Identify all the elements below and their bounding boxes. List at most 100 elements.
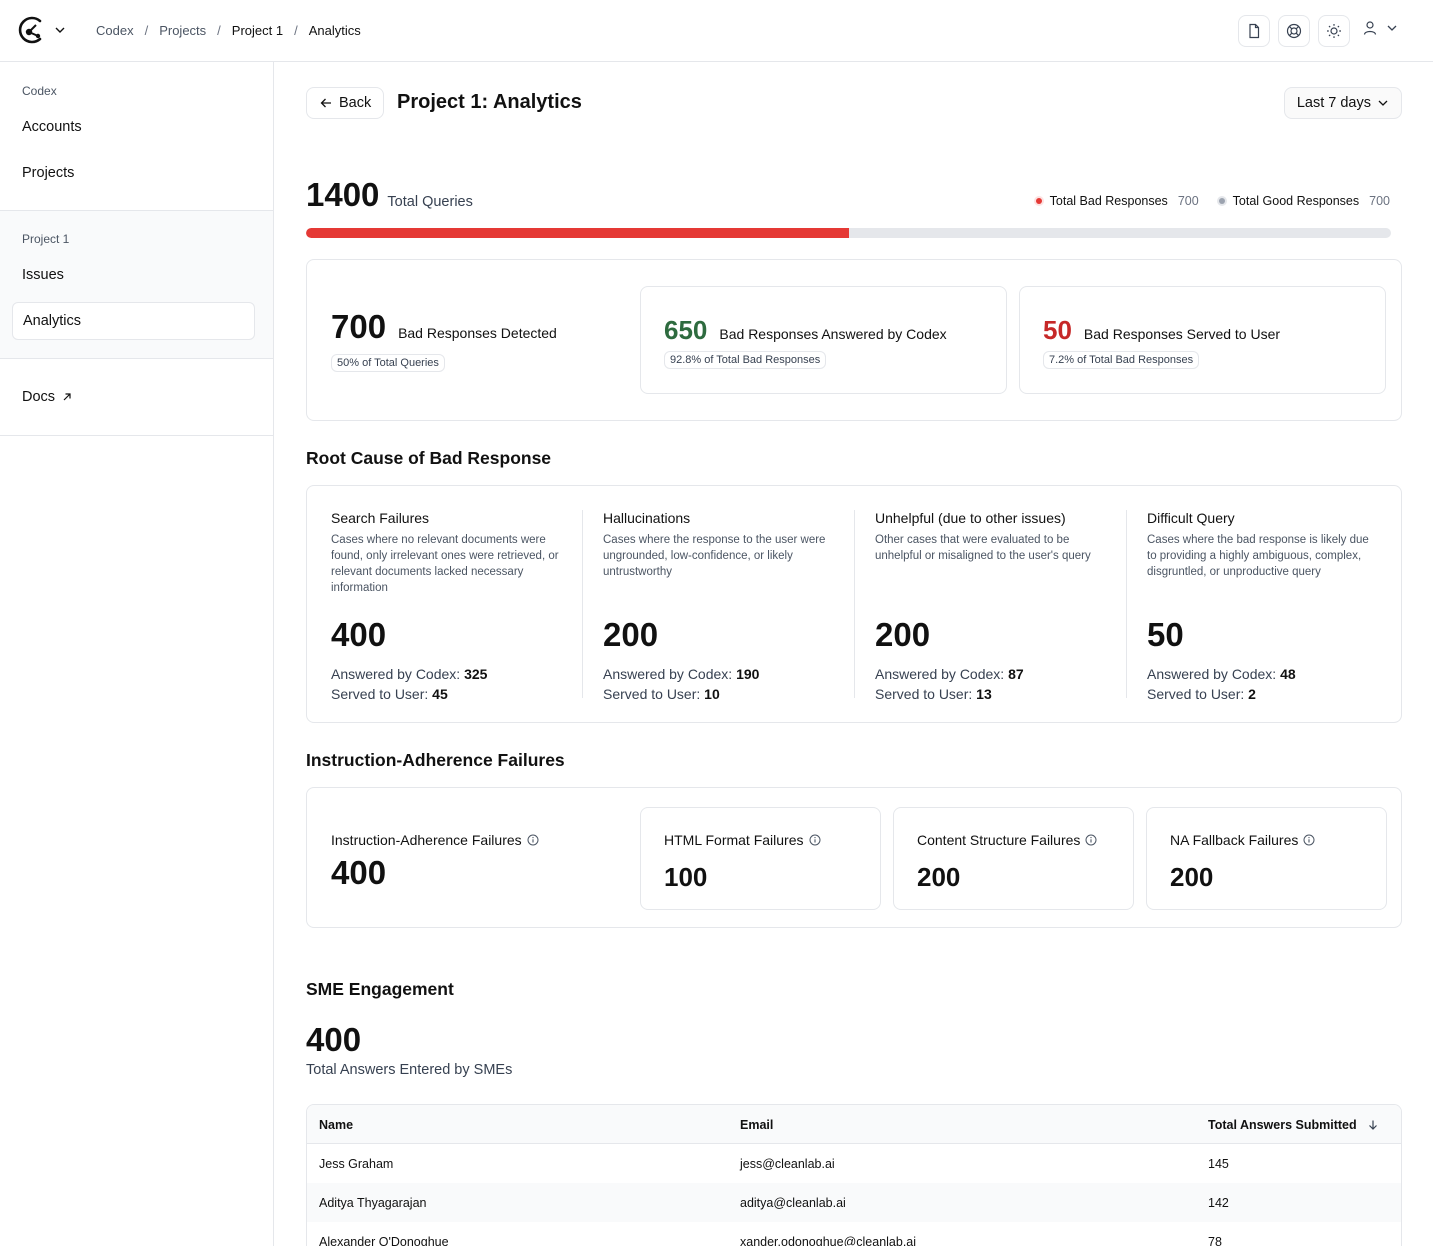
served-metric: 50 Bad Responses Served to User (1043, 315, 1280, 346)
table-row[interactable]: Aditya Thyagarajan aditya@cleanlab.ai 14… (307, 1183, 1401, 1222)
served-label: Bad Responses Served to User (1083, 326, 1281, 342)
root-cause-difficult-query: Difficult Query Cases where the bad resp… (1147, 510, 1377, 704)
column-header-total[interactable]: Total Answers Submitted (1208, 1105, 1379, 1144)
docs-button[interactable] (1238, 15, 1270, 47)
answered-count: 87 (1008, 666, 1024, 682)
breadcrumb-analytics: Analytics (308, 23, 361, 38)
cell-name: Aditya Thyagarajan (319, 1195, 427, 1210)
logo-icon[interactable] (16, 14, 48, 46)
root-cause-count: 50 (1147, 616, 1184, 653)
sme-engagement-title: SME Engagement (306, 979, 454, 999)
breadcrumb-project[interactable]: Project 1 (231, 23, 284, 38)
sidebar-item-analytics[interactable]: Analytics (12, 302, 255, 340)
user-menu-button[interactable] (1362, 20, 1398, 36)
cell-email: xander.odonoghue@cleanlab.ai (740, 1234, 917, 1246)
root-cause-count: 400 (331, 616, 387, 653)
bad-detected-pill: 50% of Total Queries (331, 354, 445, 372)
root-cause-count: 200 (603, 616, 659, 653)
served-prefix: Served to User: (331, 686, 433, 702)
root-cause-served: Served to User: 45 (331, 684, 561, 704)
content-structure-label: Content Structure Failures (917, 832, 1097, 848)
help-button[interactable] (1278, 15, 1310, 47)
good-dot-icon (1216, 196, 1227, 206)
served-count: 10 (704, 686, 720, 702)
table-row[interactable]: Alexander O'Donoghue xander.odonoghue@cl… (307, 1222, 1401, 1246)
sidebar-divider (0, 435, 273, 436)
served-pill: 7.2% of Total Bad Responses (1043, 351, 1200, 369)
page-title: Project 1: Analytics (397, 91, 582, 113)
sort-down-icon[interactable] (1367, 1119, 1379, 1131)
breadcrumb-separator: / (144, 23, 149, 38)
answered-value: 650 (664, 315, 708, 345)
root-cause-served: Served to User: 2 (1147, 684, 1377, 704)
bad-detected-value: 700 (331, 308, 387, 345)
answered-prefix: Answered by Codex: (875, 666, 1009, 682)
document-icon (1249, 23, 1260, 39)
external-arrow-icon (63, 393, 71, 401)
info-icon[interactable] (1303, 834, 1315, 846)
sidebar-item-label: Docs (22, 389, 56, 405)
cell-name: Jess Graham (319, 1156, 394, 1171)
column-header-name[interactable]: Name (319, 1117, 354, 1132)
back-label: Back (339, 95, 372, 111)
chevron-down-icon[interactable] (54, 24, 66, 36)
breadcrumb-projects[interactable]: Projects (159, 23, 207, 38)
instruction-main-label-text: Instruction-Adherence Failures (331, 832, 522, 848)
answered-prefix: Answered by Codex: (1147, 666, 1281, 682)
info-icon[interactable] (527, 834, 539, 846)
table-row[interactable]: Jess Graham jess@cleanlab.ai 145 (307, 1144, 1401, 1183)
column-divider (854, 510, 855, 698)
info-icon[interactable] (809, 834, 821, 846)
root-cause-description: Cases where no relevant documents were f… (331, 534, 559, 594)
answered-label: Bad Responses Answered by Codex (719, 326, 947, 342)
breadcrumb: Codex / Projects / Project 1 / Analytics (96, 23, 361, 38)
sidebar-item-issues[interactable]: Issues (22, 267, 64, 283)
help-icon (1286, 23, 1302, 39)
answered-prefix: Answered by Codex: (331, 666, 465, 682)
back-button[interactable]: Back (306, 87, 385, 119)
instruction-main-value: 400 (331, 854, 387, 891)
instruction-main-label: Instruction-Adherence Failures (331, 832, 539, 848)
cell-email: aditya@cleanlab.ai (740, 1195, 846, 1210)
theme-toggle-button[interactable] (1318, 15, 1350, 47)
answered-count: 325 (464, 666, 488, 682)
root-cause-count: 200 (875, 616, 931, 653)
root-cause-title: Root Cause of Bad Response (306, 448, 552, 468)
answered-metric: 650 Bad Responses Answered by Codex (664, 315, 947, 346)
root-cause-heading: Hallucinations (603, 510, 691, 526)
served-to-user-card: 50 Bad Responses Served to User 7.2% of … (1019, 286, 1386, 394)
root-cause-description: Cases where the bad response is likely d… (1147, 534, 1369, 578)
column-header-email[interactable]: Email (740, 1117, 774, 1132)
date-range-select[interactable]: Last 7 days (1283, 87, 1402, 119)
total-queries: 1400 Total Queries (306, 176, 473, 214)
sidebar-item-accounts[interactable]: Accounts (22, 119, 82, 135)
sme-total-value: 400 (306, 1021, 362, 1058)
root-cause-description: Cases where the response to the user wer… (603, 534, 826, 578)
total-queries-label: Total Queries (387, 194, 473, 210)
root-cause-unhelpful: Unhelpful (due to other issues) Other ca… (875, 510, 1105, 704)
bad-detected-label: Bad Responses Detected (398, 325, 557, 341)
cell-email: jess@cleanlab.ai (740, 1156, 835, 1171)
sidebar-item-projects[interactable]: Projects (22, 165, 75, 181)
info-icon[interactable] (1085, 834, 1097, 846)
chevron-down-icon (1378, 100, 1388, 106)
html-format-label-text: HTML Format Failures (664, 832, 804, 848)
sun-icon (1327, 24, 1341, 38)
date-range-label: Last 7 days (1296, 95, 1371, 111)
na-fallback-value: 200 (1170, 862, 1214, 892)
column-divider (582, 510, 583, 698)
cell-total: 145 (1208, 1156, 1229, 1171)
breadcrumb-codex[interactable]: Codex (96, 23, 134, 38)
sidebar-item-docs[interactable]: Docs (12, 378, 255, 416)
root-cause-heading: Difficult Query (1147, 510, 1235, 526)
sidebar: Codex Accounts Projects Project 1 Issues… (0, 62, 274, 1246)
sidebar-divider (0, 210, 273, 211)
answered-by-codex-card: 650 Bad Responses Answered by Codex 92.8… (640, 286, 1007, 394)
chevron-down-icon (1387, 25, 1397, 31)
breadcrumb-separator: / (217, 23, 221, 38)
answered-count: 48 (1280, 666, 1296, 682)
root-cause-answered: Answered by Codex: 325 (331, 664, 561, 684)
legend: Total Bad Responses 700 Total Good Respo… (1033, 194, 1390, 208)
cell-total: 78 (1208, 1234, 1222, 1246)
legend-good-label: Total Good Responses (1232, 194, 1360, 208)
